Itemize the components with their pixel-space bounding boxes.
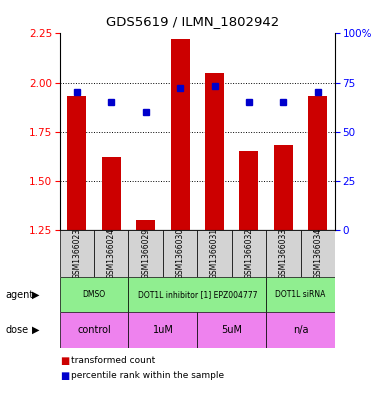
Text: GSM1366033: GSM1366033 [279, 228, 288, 279]
Bar [60, 230, 94, 277]
Bar [266, 277, 335, 312]
Text: GSM1366032: GSM1366032 [244, 228, 253, 279]
Text: agent: agent [6, 290, 34, 300]
Text: 5uM: 5uM [221, 325, 242, 335]
Bar [266, 312, 335, 348]
Bar [67, 96, 86, 230]
Text: transformed count: transformed count [71, 356, 156, 365]
Bar [205, 73, 224, 230]
Bar [129, 230, 163, 277]
Bar [102, 157, 121, 230]
Text: n/a: n/a [293, 325, 308, 335]
Bar [129, 277, 266, 312]
Bar [129, 312, 197, 348]
Bar [239, 151, 258, 230]
Bar [171, 39, 189, 230]
Text: ■: ■ [60, 356, 69, 366]
Text: control: control [77, 325, 111, 335]
Text: ▶: ▶ [32, 290, 39, 300]
Bar [94, 230, 129, 277]
Bar [301, 230, 335, 277]
Text: GSM1366024: GSM1366024 [107, 228, 116, 279]
Text: GSM1366031: GSM1366031 [210, 228, 219, 279]
Bar [232, 230, 266, 277]
Text: percentile rank within the sample: percentile rank within the sample [71, 371, 224, 380]
Text: GDS5619 / ILMN_1802942: GDS5619 / ILMN_1802942 [106, 15, 279, 28]
Text: DOT1L siRNA: DOT1L siRNA [275, 290, 326, 299]
Text: DOT1L inhibitor [1] EPZ004777: DOT1L inhibitor [1] EPZ004777 [137, 290, 257, 299]
Text: GSM1366029: GSM1366029 [141, 228, 150, 279]
Text: ■: ■ [60, 371, 69, 381]
Text: ▶: ▶ [32, 325, 39, 335]
Bar [136, 220, 155, 230]
Bar [163, 230, 197, 277]
Bar [274, 145, 293, 230]
Text: dose: dose [6, 325, 29, 335]
Text: GSM1366023: GSM1366023 [72, 228, 81, 279]
Bar [197, 230, 232, 277]
Text: DMSO: DMSO [82, 290, 105, 299]
Text: 1uM: 1uM [152, 325, 173, 335]
Text: GSM1366034: GSM1366034 [313, 228, 322, 279]
Text: GSM1366030: GSM1366030 [176, 228, 185, 279]
Bar [60, 312, 129, 348]
Bar [266, 230, 301, 277]
Bar [197, 312, 266, 348]
Bar [60, 277, 129, 312]
Bar [308, 96, 327, 230]
